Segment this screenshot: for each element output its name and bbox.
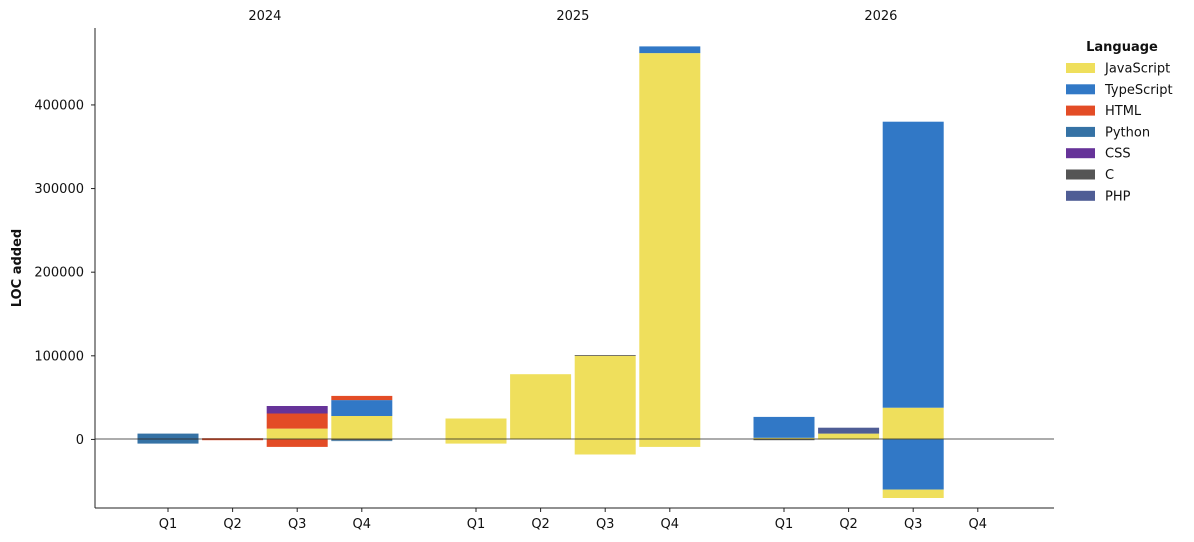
legend: Language JavaScript TypeScript HTML Python C… bbox=[1066, 40, 1173, 204]
bar-segment-2026-q2-javascript-0 bbox=[818, 433, 880, 440]
bar-segment-2024-q4-html-2 bbox=[331, 395, 393, 401]
bar-segment-2025-q3-javascript-2 bbox=[574, 439, 636, 455]
x-tick-label-2024-q3: Q3 bbox=[288, 517, 307, 532]
bar-segment-2025-q3-c-1 bbox=[574, 355, 636, 356]
bar-segment-2024-q2-html-1 bbox=[202, 439, 264, 441]
bar-segment-2024-q3-html-3 bbox=[266, 439, 328, 447]
legend-title: Language bbox=[1086, 40, 1158, 55]
bar-segment-2026-q3-typescript-2 bbox=[882, 439, 944, 490]
legend-label-javascript: JavaScript bbox=[1104, 62, 1170, 77]
bar-segment-2024-q1-python-1 bbox=[137, 433, 199, 439]
year-label-2025: 2025 bbox=[556, 9, 589, 24]
bar-segment-2025-q2-javascript-0 bbox=[510, 374, 572, 440]
legend-swatch-javascript bbox=[1066, 63, 1095, 73]
bars-layer bbox=[137, 46, 944, 498]
y-tick-label-300000: 300000 bbox=[34, 182, 84, 197]
y-ticks: 0 100000 200000 300000 400000 bbox=[34, 98, 95, 448]
bar-segment-2026-q1-typescript-1 bbox=[753, 416, 815, 438]
x-tick-label-2024-q2: Q2 bbox=[223, 517, 242, 532]
bar-segment-2025-q4-typescript-1 bbox=[639, 46, 701, 54]
x-tick-label-2024-q1: Q1 bbox=[159, 517, 178, 532]
bar-segment-2026-q3-typescript-1 bbox=[882, 121, 944, 408]
legend-label-c: C bbox=[1105, 168, 1114, 183]
bar-segment-2026-q1-c-2 bbox=[753, 439, 815, 441]
x-tick-label-2026-q2: Q2 bbox=[839, 517, 858, 532]
y-tick-label-400000: 400000 bbox=[34, 98, 84, 113]
x-tick-label-2026-q4: Q4 bbox=[969, 517, 988, 532]
bar-segment-2026-q3-javascript-0 bbox=[882, 407, 944, 440]
bar-segment-2025-q4-javascript-0 bbox=[639, 53, 701, 440]
legend-swatch-php bbox=[1066, 190, 1095, 201]
legend-swatch-python bbox=[1066, 126, 1095, 137]
bar-segment-2024-q4-c-3 bbox=[331, 439, 393, 441]
bar-segment-2024-q3-html-1 bbox=[266, 413, 328, 429]
x-tick-label-2024-q4: Q4 bbox=[353, 517, 372, 532]
bar-segment-2025-q3-javascript-0 bbox=[574, 355, 636, 440]
legend-label-html: HTML bbox=[1105, 104, 1142, 119]
bar-segment-2024-q4-typescript-1 bbox=[331, 400, 393, 416]
legend-swatch-typescript bbox=[1066, 84, 1095, 95]
bar-segment-2025-q4-javascript-2 bbox=[639, 439, 701, 447]
legend-label-python: Python bbox=[1105, 125, 1150, 140]
bar-segment-2025-q1-javascript-1 bbox=[445, 439, 507, 444]
bar-segment-2024-q1-python-2 bbox=[137, 439, 199, 444]
y-tick-label-100000: 100000 bbox=[34, 349, 84, 364]
x-tick-label-2025-q4: Q4 bbox=[661, 517, 680, 532]
legend-label-css: CSS bbox=[1105, 147, 1131, 162]
legend-label-php: PHP bbox=[1105, 189, 1131, 204]
x-ticks: Q1 Q2 Q3 Q4 Q1 Q2 Q3 Q4 Q1 Q2 Q3 Q4 bbox=[159, 508, 987, 532]
bar-segment-2026-q3-javascript-3 bbox=[882, 489, 944, 498]
y-tick-label-200000: 200000 bbox=[34, 266, 84, 281]
bar-segment-2024-q3-css-2 bbox=[266, 406, 328, 414]
x-tick-label-2025-q1: Q1 bbox=[467, 517, 486, 532]
legend-swatch-html bbox=[1066, 105, 1095, 116]
x-tick-label-2025-q2: Q2 bbox=[531, 517, 550, 532]
bar-segment-2024-q4-javascript-0 bbox=[331, 416, 393, 440]
y-tick-label-0: 0 bbox=[76, 433, 84, 448]
x-tick-label-2026-q3: Q3 bbox=[904, 517, 923, 532]
bar-segment-2024-q4-python-4 bbox=[331, 440, 393, 442]
x-tick-label-2026-q1: Q1 bbox=[775, 517, 794, 532]
legend-swatch-css bbox=[1066, 148, 1095, 159]
legend-label-typescript: TypeScript bbox=[1104, 83, 1173, 98]
year-label-2026: 2026 bbox=[864, 9, 897, 24]
year-labels: 2024 2025 2026 bbox=[248, 9, 897, 24]
bar-segment-2024-q3-javascript-0 bbox=[266, 428, 328, 440]
y-axis-label: LOC added bbox=[10, 229, 25, 307]
bar-segment-2026-q2-php-1 bbox=[818, 427, 880, 434]
bar-segment-2025-q1-javascript-0 bbox=[445, 418, 507, 440]
x-tick-label-2025-q3: Q3 bbox=[596, 517, 615, 532]
year-label-2024: 2024 bbox=[248, 9, 281, 24]
legend-swatch-c bbox=[1066, 169, 1095, 180]
